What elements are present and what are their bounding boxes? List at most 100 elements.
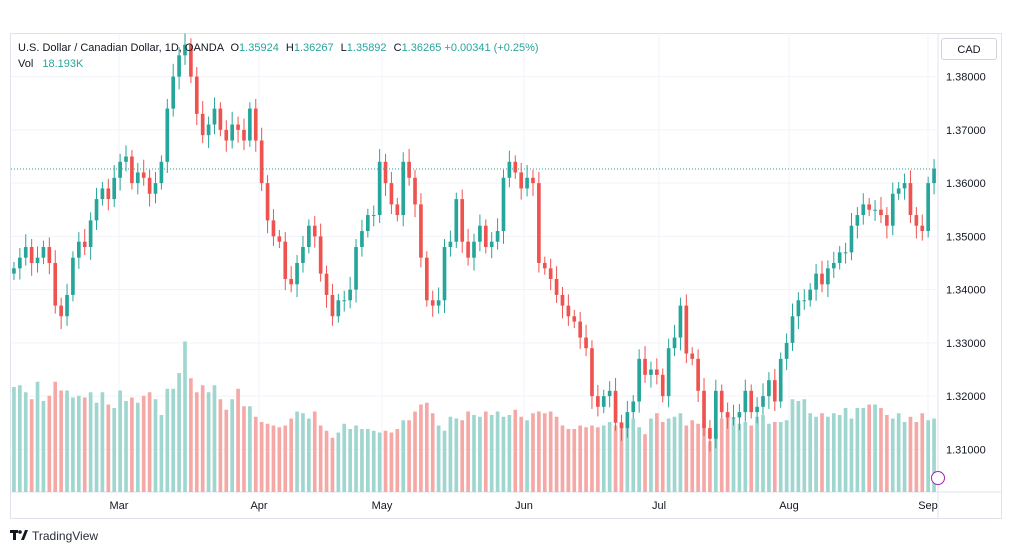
price-tick-label: 1.32000 (946, 391, 986, 403)
candle-body (65, 294, 69, 317)
candle-body (324, 273, 329, 295)
candle-body (537, 183, 541, 263)
candle-body (601, 396, 606, 407)
volume-bar (12, 387, 16, 492)
candle-body (820, 273, 824, 285)
candle-body (336, 300, 341, 317)
volume-bar (253, 416, 258, 492)
candle-body (731, 417, 736, 419)
candle-body (236, 124, 240, 130)
candle-body (826, 268, 830, 285)
volume-bar (271, 425, 276, 492)
candle-body (189, 44, 193, 77)
volume-bar (761, 415, 765, 492)
candle-body (389, 183, 394, 205)
candle-body (495, 231, 500, 242)
volume-bar (814, 416, 818, 492)
volume-bar (106, 404, 111, 492)
volume-bar (554, 416, 559, 492)
price-tick-label: 1.36000 (946, 178, 986, 190)
volume-bar (47, 395, 52, 492)
low-label: L (340, 42, 347, 54)
candle-body (831, 263, 836, 269)
candle-body (112, 177, 117, 200)
volume-bar (590, 425, 594, 492)
candle-body (377, 161, 382, 216)
candle-body (879, 209, 883, 216)
candle-body (708, 428, 712, 439)
volume-bar (637, 427, 641, 492)
candle-body (424, 257, 429, 301)
candle-body (932, 168, 936, 184)
candle-body (277, 236, 282, 242)
tradingview-logo[interactable]: TradingView (10, 528, 98, 543)
volume-bar (613, 425, 618, 492)
volume-bar (867, 404, 872, 492)
candle-body (519, 172, 524, 189)
volume-bar (495, 411, 500, 492)
volume-bar (377, 432, 382, 492)
volume-bar (749, 425, 754, 492)
volume-bar (501, 416, 506, 492)
volume-bar (478, 416, 482, 492)
volume-bar (926, 420, 930, 492)
ohlc-row: U.S. Dollar / Canadian Dollar, 1D, OANDA… (18, 40, 539, 56)
candle-body (655, 369, 659, 375)
candle-body (554, 278, 559, 295)
price-tick-label: 1.35000 (946, 231, 986, 243)
low-value: 1.35892 (346, 42, 387, 54)
volume-bar (277, 427, 282, 492)
volume-bar (212, 385, 217, 492)
candle-body (460, 199, 465, 242)
volume-bar (513, 409, 518, 492)
candle-body (230, 124, 235, 141)
volume-bar (519, 416, 524, 492)
volume-bar (902, 422, 907, 492)
candle-body (619, 422, 624, 429)
open-label: O (230, 42, 240, 54)
volume-bar (625, 423, 630, 492)
volume-bar (542, 413, 547, 492)
tradingview-label: TradingView (32, 528, 99, 543)
volume-value: 18.193K (42, 58, 84, 70)
candle-body (761, 396, 765, 407)
volume-bar (171, 388, 176, 492)
volume-bar (755, 416, 759, 492)
volume-bar (448, 416, 453, 492)
volume-bar (301, 413, 305, 492)
volume-bar (896, 413, 901, 492)
candle-body (478, 225, 482, 242)
currency-button[interactable]: CAD (941, 38, 997, 60)
volume-bar (135, 402, 140, 492)
volume-bar (413, 411, 417, 492)
volume-bar (772, 422, 777, 492)
volume-bar (436, 425, 441, 492)
volume-bar (29, 399, 34, 492)
volume-bar (826, 416, 830, 492)
candle-body (837, 252, 842, 263)
candle-body (419, 204, 423, 258)
candle-body (513, 161, 518, 173)
candle-body (206, 124, 211, 136)
volume-bar (778, 422, 783, 492)
candle-body (625, 412, 630, 429)
change-value: +0.00341 (+0.25%) (444, 42, 539, 54)
volume-bar (23, 392, 28, 492)
candle-body (719, 390, 724, 413)
candle-body (737, 412, 742, 418)
candle-body (749, 390, 754, 413)
close-label: C (393, 42, 402, 54)
candle-body (183, 44, 187, 56)
volume-bar (318, 425, 323, 492)
indicator-circle-icon[interactable] (931, 471, 945, 485)
volume-bar (230, 399, 235, 492)
candle-body (890, 193, 895, 226)
candle-body (861, 204, 866, 216)
candle-body (383, 161, 388, 184)
candle-body (489, 241, 494, 248)
candle-body (454, 199, 459, 242)
candle-body (560, 294, 565, 306)
candle-body (12, 268, 16, 274)
candle-body (224, 129, 229, 141)
